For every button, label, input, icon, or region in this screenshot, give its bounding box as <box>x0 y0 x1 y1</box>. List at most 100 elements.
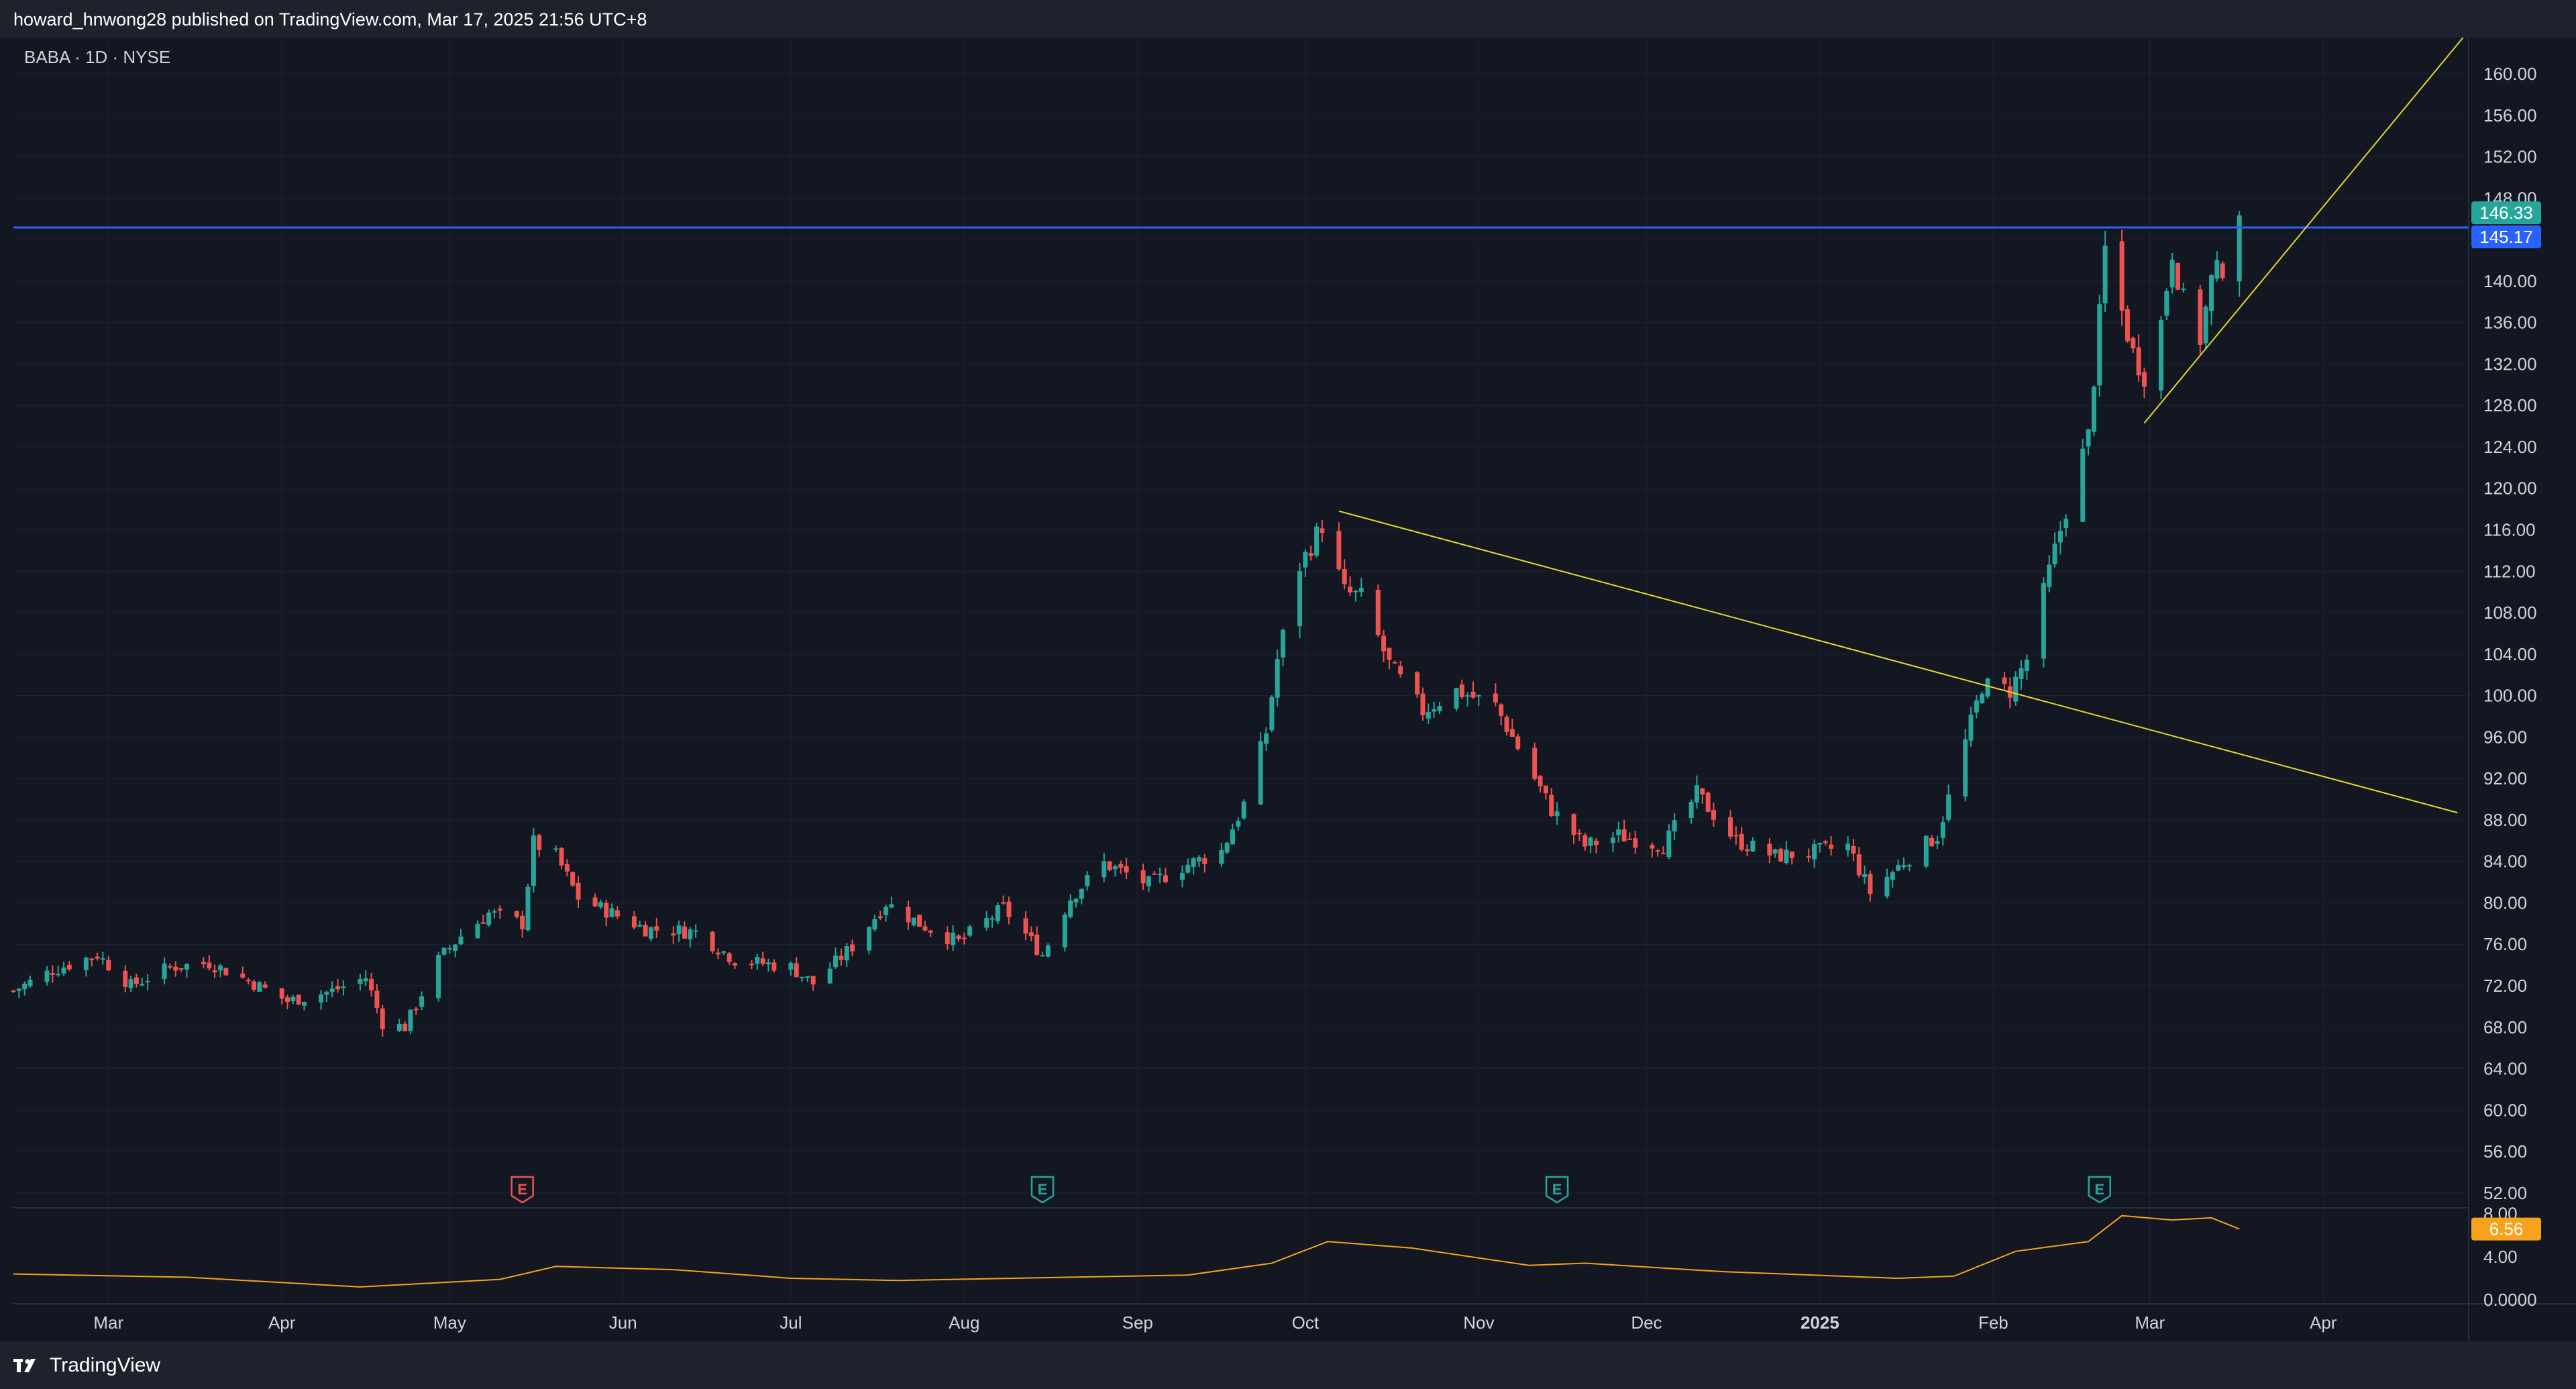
candle-body <box>951 932 956 945</box>
candle-body <box>83 958 89 970</box>
earnings-marker[interactable]: E <box>511 1176 534 1204</box>
candle-body <box>1923 835 1929 867</box>
candle-body <box>497 909 502 911</box>
candle-body <box>1112 866 1118 870</box>
candle-body <box>1432 709 1437 712</box>
candle-body <box>56 974 61 976</box>
candle-body <box>480 922 486 924</box>
candle-body <box>961 937 967 939</box>
candle-body <box>1191 858 1196 867</box>
indicator-tick-label: 4.00 <box>2483 1247 2518 1267</box>
time-axis[interactable]: Mar Apr May Jun Jul Aug Sep Oct Nov Dec 2025 Feb Mar… <box>93 1313 2337 1333</box>
earnings-marker-label: E <box>517 1181 527 1198</box>
candle-body <box>2136 347 2141 376</box>
candle-body <box>22 983 28 990</box>
candle-body <box>1196 857 1201 862</box>
candle-body <box>246 980 251 982</box>
price-axis[interactable]: 160.00156.00152.00148.00144.00140.00136.… <box>2483 64 2537 1310</box>
candle-body <box>1179 872 1185 880</box>
price-tick-label: 68.00 <box>2483 1017 2527 1037</box>
candle-body <box>989 918 995 920</box>
candle-body <box>28 980 33 986</box>
time-tick-label: 2025 <box>1801 1313 1839 1333</box>
candle-body <box>1660 852 1666 854</box>
candle-body <box>1281 629 1286 658</box>
candle-body <box>1437 706 1442 711</box>
candle-body <box>1538 776 1543 786</box>
candle-body <box>285 997 290 1002</box>
candle-body <box>1264 733 1269 744</box>
candle-body <box>1297 571 1303 627</box>
axis-value-labels: 146.33 145.17 6.56 <box>2471 201 2541 1241</box>
time-tick-label: Nov <box>1463 1313 1494 1333</box>
price-tick-label: 108.00 <box>2483 603 2537 623</box>
candle-body <box>1454 688 1459 709</box>
candle-body <box>553 848 559 850</box>
candle-body <box>1509 729 1515 737</box>
candle-body <box>788 963 794 970</box>
candle-body <box>805 976 810 978</box>
candle-body <box>396 1024 402 1031</box>
tradingview-brand[interactable]: TradingView <box>13 1354 160 1377</box>
candle-body <box>1353 590 1358 593</box>
candle-body <box>559 847 564 866</box>
publish-info: howard_hnwong28 published on TradingView… <box>13 9 647 30</box>
candle-body <box>794 963 799 978</box>
candle-body <box>967 926 973 936</box>
price-tick-label: 56.00 <box>2483 1141 2527 1162</box>
trendline-1[interactable] <box>1338 510 2458 814</box>
candle-body <box>1028 932 1034 937</box>
chart-canvas[interactable]: E E E E 160.00156.00152.00148.00144.00140.0… <box>0 38 2576 1341</box>
candle-body <box>436 955 441 998</box>
candle-body <box>1532 748 1538 779</box>
candle-body <box>995 905 1000 921</box>
earnings-marker[interactable]: E <box>2088 1176 2111 1204</box>
candle-body <box>1073 898 1079 903</box>
candle-body <box>1006 901 1012 917</box>
candle-body <box>369 978 374 991</box>
price-tick-label: 88.00 <box>2483 810 2527 830</box>
candle-body <box>447 947 452 949</box>
candle-body <box>402 1023 408 1031</box>
earnings-marker[interactable]: E <box>1545 1176 1569 1204</box>
price-tick-label: 72.00 <box>2483 976 2527 996</box>
candle-body <box>2063 519 2069 529</box>
horizontal-line-price-label: 145.17 <box>2479 227 2533 247</box>
candle-body <box>486 913 492 925</box>
candle-body <box>128 979 133 988</box>
earnings-marker[interactable]: E <box>1030 1176 1055 1204</box>
candle-body <box>1817 843 1823 845</box>
candle-body <box>458 936 464 945</box>
candle-body <box>1851 845 1856 854</box>
candle-body <box>2164 291 2169 316</box>
candle-body <box>721 951 727 953</box>
candle-body <box>1806 856 1811 858</box>
candle-body <box>1358 588 1364 592</box>
candle-body <box>319 994 324 1002</box>
candle-body <box>1549 794 1554 817</box>
candle-body <box>956 935 961 939</box>
candle-body <box>889 904 894 908</box>
price-tick-label: 76.00 <box>2483 934 2527 954</box>
candle-body <box>1727 817 1733 837</box>
candle-body <box>11 990 16 992</box>
candle-body <box>162 963 167 980</box>
trendline-2[interactable] <box>2143 38 2464 424</box>
candle-body <box>1185 864 1191 873</box>
candle-body <box>1856 854 1862 876</box>
candle-body <box>1593 840 1599 845</box>
price-tick-label: 112.00 <box>2483 561 2536 581</box>
time-tick-label: Jul <box>780 1313 802 1333</box>
candle-body <box>61 967 66 974</box>
candle-body <box>251 981 256 990</box>
candle-body <box>1935 841 1940 844</box>
symbol-label[interactable]: BABA · 1D · NYSE <box>24 47 170 67</box>
candle-body <box>167 966 172 968</box>
candle-body <box>1068 900 1073 917</box>
price-tick-label: 60.00 <box>2483 1100 2527 1120</box>
candle-body <box>1705 792 1711 812</box>
candle-body <box>676 925 682 935</box>
candle-body <box>262 984 268 988</box>
candle-body <box>827 968 833 984</box>
